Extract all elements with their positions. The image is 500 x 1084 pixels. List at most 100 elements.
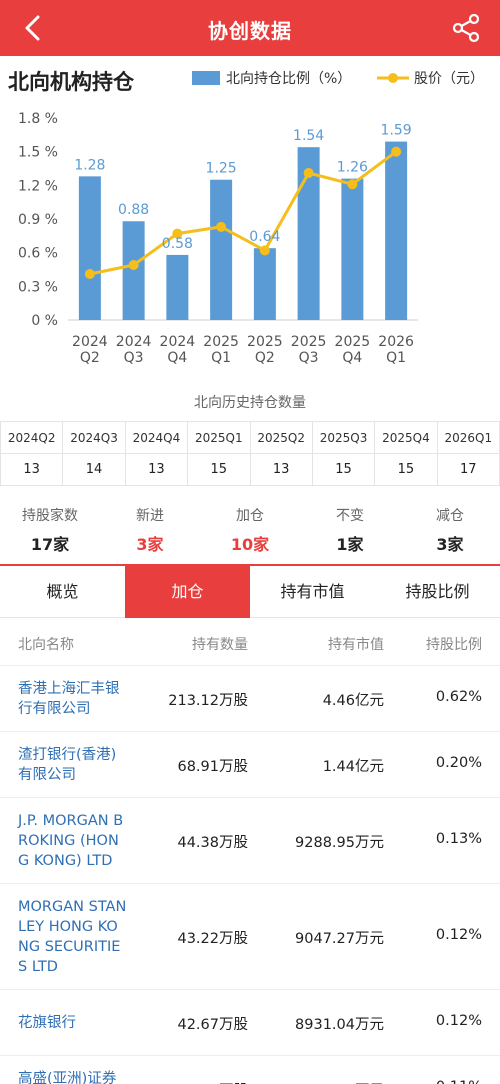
x-tick-label: 2026 <box>378 334 414 350</box>
holder-ratio: 0.20% <box>435 755 482 771</box>
holder-ratio: 0.12% <box>435 1013 482 1029</box>
tab-bar: 概览 加仓 持有市值 持股比例 <box>0 566 500 618</box>
table-row[interactable]: 香港上海汇丰银 行有限公司 213.12万股 4.46亿元 0.62% <box>0 666 500 732</box>
legend-bar: 北向持仓比例（%） <box>192 68 351 88</box>
header-market-value: 持有市值 <box>328 637 384 653</box>
bar-label-5: 1.54 <box>293 128 324 144</box>
holder-name-line: 有限公司 <box>18 767 76 783</box>
holder-name-line: J.P. MORGAN B <box>18 813 124 829</box>
history-quarter-cell: 2025Q1 <box>187 421 251 454</box>
holder-qty: 43.22万股 <box>177 931 248 947</box>
bar-label-4: 0.64 <box>249 229 280 245</box>
holder-name[interactable]: 香港上海汇丰银 行有限公司 <box>18 679 136 719</box>
stat-item: 新进 3家 <box>100 505 200 555</box>
app-header: 协创数据 <box>0 0 500 56</box>
legend-bar-swatch <box>192 71 220 85</box>
holding-chart: 0 % 0.3 % 0.6 % 0.9 % 1.2 % 1.5 % 1.8 % 1.28 0.8… <box>18 111 418 366</box>
holder-name[interactable]: 高盛(亚洲)证券有限公司 <box>18 1069 136 1084</box>
y-tick-label: 0.6 % <box>18 246 58 262</box>
x-tick-label: Q2 <box>255 350 275 366</box>
x-tick-label: Q1 <box>211 350 231 366</box>
stat-label: 持股家数 <box>22 508 78 524</box>
bar-1 <box>122 221 145 320</box>
price-point-4 <box>259 245 270 256</box>
history-count-cell: 15 <box>187 453 251 486</box>
stat-item: 减仓 3家 <box>400 505 500 555</box>
holder-name[interactable]: 花旗银行 <box>18 1013 136 1033</box>
holder-name-line: 行有限公司 <box>18 701 91 717</box>
table-row[interactable]: 高盛(亚洲)证券有限公司 38.06万股 7966.70万元 0.11% <box>0 1056 500 1084</box>
tab-1[interactable]: 加仓 <box>125 566 250 618</box>
x-tick-label: Q3 <box>124 350 144 366</box>
y-tick-label: 1.5 % <box>18 145 58 161</box>
holder-market-value: 9047.27万元 <box>295 931 384 947</box>
tab-0[interactable]: 概览 <box>46 582 79 601</box>
table-row[interactable]: 渣打银行(香港) 有限公司 68.91万股 1.44亿元 0.20% <box>0 732 500 798</box>
x-tick-label: 2025 <box>203 334 239 350</box>
holder-name-line: 渣打银行(香港) <box>18 747 117 763</box>
holder-name-line: 香港上海汇丰银 <box>18 681 120 697</box>
stat-value: 10家 <box>230 535 270 554</box>
header-name: 北向名称 <box>18 637 74 653</box>
price-point-3 <box>216 221 227 232</box>
history-count-cell: 17 <box>436 453 500 486</box>
holder-name[interactable]: 渣打银行(香港) 有限公司 <box>18 745 136 785</box>
x-tick-label: 2025 <box>291 334 327 350</box>
tab-2[interactable]: 持有市值 <box>280 582 345 601</box>
y-tick-label: 1.8 % <box>18 111 58 127</box>
x-tick-label: 2025 <box>247 334 283 350</box>
history-count-cell: 13 <box>124 453 189 486</box>
table-row[interactable]: 花旗银行 42.67万股 8931.04万元 0.12% <box>0 990 500 1056</box>
stats-divider <box>0 564 500 566</box>
holder-name-line: G KONG) LTD <box>18 853 113 869</box>
x-tick-label: Q1 <box>386 350 406 366</box>
holder-name-line: 花旗银行 <box>18 1015 76 1031</box>
table-row[interactable]: MORGAN STAN LEY HONG KO NG SECURITIE S LTD 4… <box>0 884 500 990</box>
share-icon[interactable] <box>450 12 482 44</box>
holder-ratio: 0.11% <box>436 1079 482 1084</box>
x-tick-label: Q3 <box>299 350 319 366</box>
bar-4 <box>253 248 276 320</box>
history-quarter-cell: 2025Q2 <box>249 421 313 454</box>
chevron-left-icon[interactable] <box>18 12 50 44</box>
y-tick-label: 0.3 % <box>18 279 58 295</box>
holder-market-value: 4.46亿元 <box>322 693 384 709</box>
stat-label: 加仓 <box>236 508 264 524</box>
chart-caption: 北向历史持仓数量 <box>194 395 306 411</box>
header-qty: 持有数量 <box>192 637 248 653</box>
legend-bar-label: 北向持仓比例（%） <box>226 71 352 87</box>
tab-3[interactable]: 持股比例 <box>405 582 470 601</box>
stat-value: 3家 <box>436 535 464 554</box>
history-count-cell: 15 <box>311 453 376 486</box>
holder-name-line: 高盛(亚洲)证券 <box>18 1071 117 1084</box>
history-quarter-cell: 2024Q2 <box>0 421 64 454</box>
holder-name[interactable]: J.P. MORGAN B ROKING (HON G KONG) LTD <box>18 811 136 871</box>
bar-label-1: 0.88 <box>118 202 149 218</box>
history-quarter-cell: 2025Q3 <box>311 421 376 454</box>
bar-7 <box>385 141 408 320</box>
history-count-cell: 15 <box>374 453 438 486</box>
legend-line-swatch <box>377 73 409 83</box>
history-quarter-cell: 2025Q4 <box>374 421 438 454</box>
bar-label-6: 1.26 <box>337 160 368 176</box>
chart-title: 北向机构持仓 <box>8 70 134 94</box>
stat-value: 3家 <box>136 535 164 554</box>
legend-line: 股价（元） <box>376 68 484 88</box>
bar-label-0: 1.28 <box>74 157 105 173</box>
holder-market-value: 9288.95万元 <box>295 835 384 851</box>
table-row[interactable]: J.P. MORGAN B ROKING (HON G KONG) LTD 44.38… <box>0 798 500 884</box>
price-line <box>89 150 398 276</box>
stat-item: 持股家数 17家 <box>0 505 100 555</box>
bar-label-7: 1.59 <box>381 123 412 139</box>
history-count-cell: 13 <box>0 453 64 486</box>
list-header: 北向名称 持有数量 持有市值 持股比例 <box>0 618 500 666</box>
legend-line-label: 股价（元） <box>414 71 484 87</box>
stat-label: 不变 <box>336 508 364 524</box>
stat-value: 1家 <box>336 535 364 554</box>
holder-ratio: 0.12% <box>435 927 482 943</box>
history-quarter-cell: 2026Q1 <box>436 421 500 454</box>
header-ratio: 持股比例 <box>426 637 482 653</box>
x-tick-label: 2024 <box>160 334 196 350</box>
holder-name[interactable]: MORGAN STAN LEY HONG KO NG SECURITIE S LTD <box>18 897 136 977</box>
x-tick-label: Q4 <box>342 350 362 366</box>
